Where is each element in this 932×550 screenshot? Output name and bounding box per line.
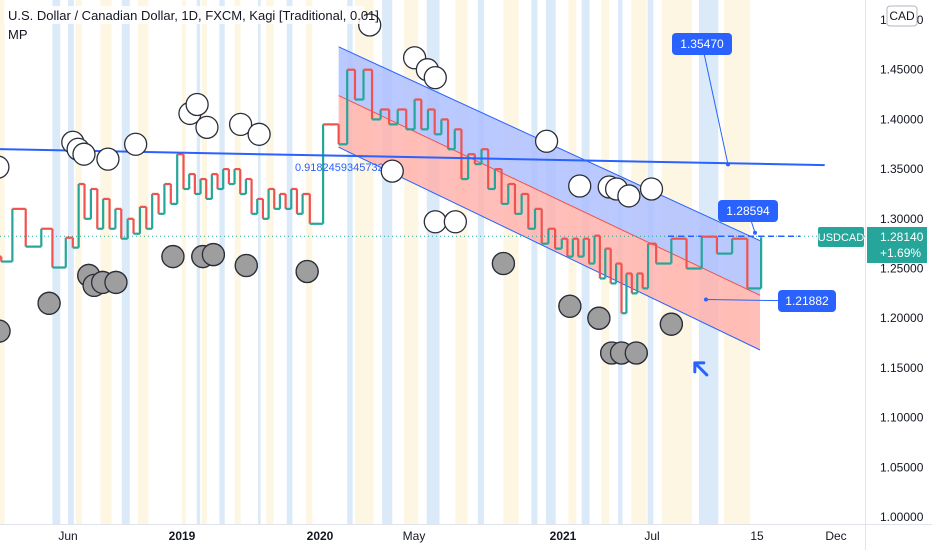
channel-upper-fill: [338, 46, 761, 296]
background-band: [137, 0, 149, 524]
marker-circle: [358, 13, 382, 37]
x-tick-label: Dec: [825, 529, 846, 543]
callout-box: [718, 200, 778, 222]
marker-circle: [195, 115, 219, 140]
callout-leader: [701, 43, 729, 165]
marker-circle: [617, 184, 641, 208]
channel-lower-line: [338, 146, 761, 351]
background-band: [568, 0, 577, 524]
marker-circle-filled: [0, 319, 11, 343]
marker-circle: [124, 132, 148, 156]
background-band: [257, 0, 261, 524]
background-band: [477, 0, 484, 524]
marker-circle: [423, 210, 447, 234]
background-band: [182, 0, 186, 524]
marker-circle: [96, 147, 120, 171]
x-tick-label: 2021: [550, 529, 577, 543]
marker-circle-filled: [491, 251, 516, 276]
callout-box: [672, 33, 732, 55]
y-tick-label: 1.40000: [880, 112, 924, 126]
y-tick-label: 1.30000: [880, 212, 924, 226]
plot-area: 0.91824593457329 1.35470 1.28594 1.21882: [0, 0, 865, 524]
callout-anchor: [726, 162, 730, 167]
price-tag-value: 1.28140: [880, 230, 924, 244]
background-band: [68, 0, 74, 524]
background-band: [382, 0, 393, 524]
x-tick-label: Jul: [644, 529, 659, 543]
callout-label: 1.35470: [680, 37, 724, 51]
x-tick-label: 15: [750, 529, 764, 543]
background-band: [75, 0, 82, 524]
y-tick-label: 1.10000: [880, 411, 924, 425]
marker-circle: [228, 112, 253, 137]
indicator-label: MP: [8, 27, 28, 42]
trendline: [0, 148, 825, 167]
marker-circle: [185, 92, 209, 117]
price-tag: [867, 227, 927, 263]
marker-circle: [639, 177, 664, 201]
x-tick-label: 2019: [169, 529, 196, 543]
x-tick-label: 2020: [307, 529, 334, 543]
currency-badge: [886, 5, 918, 27]
marker-circle: [72, 142, 96, 166]
background-band: [347, 0, 353, 524]
marker-circle-filled: [37, 291, 61, 315]
marker-circle-filled: [295, 259, 319, 284]
marker-circle: [247, 122, 271, 146]
background-band: [545, 0, 556, 524]
marker-circle-filled: [624, 341, 648, 365]
channel-lower-fill: [338, 95, 761, 351]
callout-label: 1.21882: [785, 294, 829, 308]
background-band: [286, 0, 293, 524]
marker-circle: [380, 159, 404, 183]
callout-label: 1.28594: [726, 204, 770, 218]
marker-circle: [0, 155, 10, 179]
background-band: [266, 0, 274, 524]
y-tick-label: 1.25000: [880, 262, 924, 276]
marker-circle: [534, 129, 559, 153]
x-tick-label: May: [403, 529, 426, 543]
arrow-icon: [693, 361, 709, 377]
marker-circle: [568, 174, 592, 198]
background-band: [100, 0, 112, 524]
background-band: [455, 0, 468, 524]
marker-circle-filled: [659, 312, 683, 336]
x-tick-label: Jun: [58, 529, 77, 543]
callout-anchor: [704, 297, 708, 302]
marker-circle: [423, 66, 447, 90]
y-tick-label: 1.15000: [880, 361, 924, 375]
title-backdrop: [4, 6, 364, 24]
background-band: [52, 0, 61, 524]
callout-box: [778, 290, 836, 312]
y-tick-label: 1.05000: [880, 460, 924, 474]
marker-circle-filled: [161, 244, 185, 269]
marker-circle-filled: [201, 242, 226, 267]
marker-circle-filled: [104, 270, 128, 295]
y-tick-label: 1.20000: [880, 311, 924, 325]
marker-circle-filled: [234, 253, 258, 278]
y-tick-label: 1.45000: [880, 63, 924, 77]
symbol-tag-label: USDCAD: [818, 232, 865, 244]
trendline-label: 0.91824593457329: [295, 162, 390, 174]
marker-circle-filled: [587, 306, 611, 330]
symbol-tag: [818, 227, 864, 247]
currency-badge-label: CAD: [889, 9, 915, 23]
chart-title: U.S. Dollar / Canadian Dollar, 1D, FXCM,…: [8, 8, 379, 23]
background-band: [121, 0, 130, 524]
marker-circle-filled: [558, 294, 582, 318]
background-band: [531, 0, 538, 524]
y-tick-label: 1.00000: [880, 510, 924, 524]
callout-anchor: [753, 230, 757, 235]
y-tick-label: 1.35000: [880, 162, 924, 176]
price-tag-change: +1.69%: [880, 246, 921, 260]
marker-circle: [443, 210, 468, 234]
